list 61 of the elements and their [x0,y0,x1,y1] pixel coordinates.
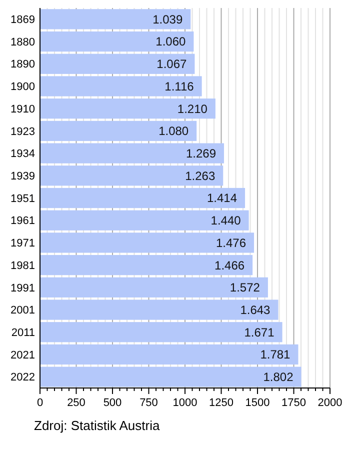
data-label: 1.643 [240,302,271,317]
bar [40,277,268,298]
y-tick-label: 1961 [10,215,35,228]
data-label: 1.116 [164,79,194,94]
y-tick-label: 2022 [10,372,35,384]
y-tick-label: 1869 [10,14,35,26]
y-tick-label: 1910 [10,103,35,116]
x-tick-label: 250 [67,397,86,409]
data-label: 1.440 [210,214,242,228]
bar [40,166,224,186]
x-tick-label: 1500 [245,397,270,409]
bar [40,366,302,387]
bar [40,322,282,342]
y-tick-label: 1981 [10,260,35,272]
data-label: 1.414 [207,191,238,206]
data-label: 1.060 [156,34,186,49]
bar [40,210,249,230]
x-tick-label: 500 [103,397,122,409]
y-tick-label: 1951 [10,192,35,205]
bar [40,143,224,164]
y-tick-label: 1900 [10,81,35,94]
data-label: 1.039 [152,12,183,26]
bar [40,344,298,365]
data-label: 1.263 [185,168,216,183]
y-tick-label: 1934 [10,148,35,160]
x-tick-label: 1250 [209,397,234,409]
bar [40,98,216,119]
y-tick-label: 2021 [10,349,35,362]
y-tick-label: 1890 [10,58,35,71]
bar [40,31,194,52]
data-label: 1.067 [156,57,188,72]
y-tick-label: 1880 [10,36,35,48]
y-tick-label: 2001 [10,304,35,317]
x-tick-label: 0 [36,397,44,409]
data-label: 1.080 [158,124,189,138]
data-label: 1.466 [214,258,245,272]
y-tick-label: 1923 [10,126,35,138]
data-label: 1.572 [230,280,260,295]
bar [40,54,195,74]
data-label: 1.781 [260,348,291,362]
x-tick-label: 1750 [282,397,306,409]
x-tick-label: 2000 [318,397,342,409]
x-tick-label: 750 [140,397,158,409]
data-label: 1.269 [186,146,216,160]
x-tick-label: 1000 [172,397,198,409]
text: Zdroj: Statistik Austria [34,418,160,433]
y-tick-label: 1971 [10,238,35,250]
bar [40,255,253,276]
data-label: 1.802 [263,370,294,384]
bar [40,120,197,141]
data-label: 1.476 [216,236,246,250]
bar [40,76,202,96]
y-tick-label: 1939 [10,170,35,182]
data-label: 1.210 [177,102,208,116]
bar [40,232,254,253]
bar [40,9,191,30]
y-tick-label: 2011 [11,326,35,339]
bar [40,300,278,320]
y-tick-label: 1991 [10,282,35,294]
bar [40,188,246,208]
data-label: 1.671 [244,325,275,340]
